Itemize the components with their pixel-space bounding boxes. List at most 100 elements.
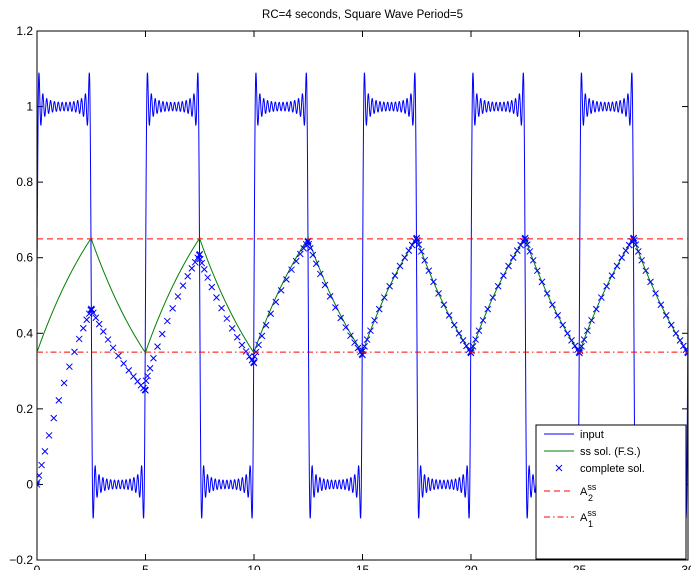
complete-sol-marker [258,332,266,340]
complete-sol-marker [242,348,250,355]
complete-sol-marker [277,287,285,294]
complete-sol-marker [267,310,275,318]
x-tick-label: 20 [464,563,478,570]
complete-sol-marker [662,312,670,319]
complete-sol-marker [526,248,534,255]
complete-sol-marker [250,359,258,367]
complete-sol-marker [292,257,300,265]
complete-sol-marker [455,330,463,337]
complete-sol-marker [513,247,521,254]
complete-sol-marker [342,324,350,331]
legend-label: Ass 2 [580,482,597,503]
complete-sol-marker [79,324,87,332]
complete-sol-marker [672,330,680,337]
complete-sol-marker [146,364,154,372]
complete-sol-marker [163,317,171,325]
complete-sol-marker [191,258,199,266]
complete-sol-marker [584,327,591,335]
x-tick-label: 30 [681,563,691,570]
complete-sol-marker [522,236,530,244]
complete-sol-marker [413,236,421,244]
complete-sol-marker [549,301,556,309]
complete-sol-marker [238,341,246,349]
complete-sol-marker [188,265,196,272]
complete-sol-marker [38,461,45,469]
complete-sol-marker [533,267,541,275]
complete-sol-marker [543,290,551,297]
complete-sol-marker [467,349,475,357]
complete-sol-marker [71,348,78,356]
complete-sol-marker [296,250,304,258]
complete-sol-marker [316,270,324,278]
complete-sol-marker [208,283,216,291]
x-tick-label: 10 [247,563,261,570]
complete-sol-marker [415,241,423,248]
complete-sol-marker [564,330,571,337]
complete-sol-marker [576,349,583,357]
chart-title: RC=4 seconds, Square Wave Period=5 [262,9,463,21]
legend-label: Ass 1 [580,508,597,529]
y-tick-label: 0.6 [16,251,33,265]
complete-sol-marker [142,387,149,394]
complete-sol-marker [638,256,646,264]
complete-sol-marker [272,298,280,306]
complete-sol-marker [578,343,585,350]
complete-sol-marker [603,282,610,290]
complete-sol-marker [509,254,517,261]
complete-sol-marker [312,260,320,268]
complete-sol-marker [608,272,616,279]
complete-sol-marker [37,472,43,479]
complete-sol-marker [684,349,688,357]
complete-sol-marker [158,330,166,338]
complete-sol-marker [60,379,68,387]
axis-tick-labels: 051015202530−0.200.20.40.60.811.2 [9,24,691,570]
complete-sol-marker [246,353,253,360]
axis-ticks [36,30,689,561]
complete-sol-marker [435,290,442,297]
complete-sol-marker [396,262,404,270]
x-tick-label: 15 [356,563,370,570]
complete-sol-marker [401,254,409,261]
complete-sol-marker [213,294,220,301]
complete-sol-marker [41,448,49,455]
complete-sol-marker [305,240,313,248]
complete-sol-marker [66,363,73,371]
complete-sol-marker [630,234,638,242]
complete-sol-marker [359,347,367,355]
complete-sol-marker [588,316,595,324]
complete-sol-marker [559,321,567,329]
complete-sol-marker [500,272,507,279]
complete-sol-marker [657,301,665,309]
complete-sol-marker [283,276,290,283]
x-tick-label: 25 [573,563,587,570]
complete-sol-marker [479,316,487,324]
complete-sol-marker [469,343,477,350]
complete-sol-marker [55,397,63,404]
y-tick-label: 1 [26,100,33,114]
complete-sol-marker [104,336,112,343]
complete-sol-marker [144,372,151,380]
complete-sol-marker [92,314,100,322]
complete-sol-marker [667,321,675,329]
legend-label: ss sol. (F.S.) [580,446,641,458]
complete-sol-marker [306,244,314,252]
complete-sol-marker [647,278,654,286]
complete-sol-marker [440,301,448,309]
complete-sol-marker [554,312,562,319]
complete-sol-marker [142,377,150,385]
complete-sol-marker [618,254,626,261]
y-tick-label: 0.4 [16,326,33,340]
complete-sol-marker [680,342,687,350]
complete-sol-marker [459,337,467,344]
complete-sol-marker [613,262,621,270]
complete-sol-marker [417,248,425,255]
legend: input ss sol. (F.S.) complete sol. Ass 2 Ass 1 [535,424,687,560]
complete-sol-marker [174,293,182,300]
plot-series [37,72,688,519]
complete-sol-marker [505,262,512,270]
complete-sol-marker [634,248,642,255]
complete-sol-marker [196,255,204,263]
series-input [37,72,688,519]
complete-sol-marker [450,321,458,329]
